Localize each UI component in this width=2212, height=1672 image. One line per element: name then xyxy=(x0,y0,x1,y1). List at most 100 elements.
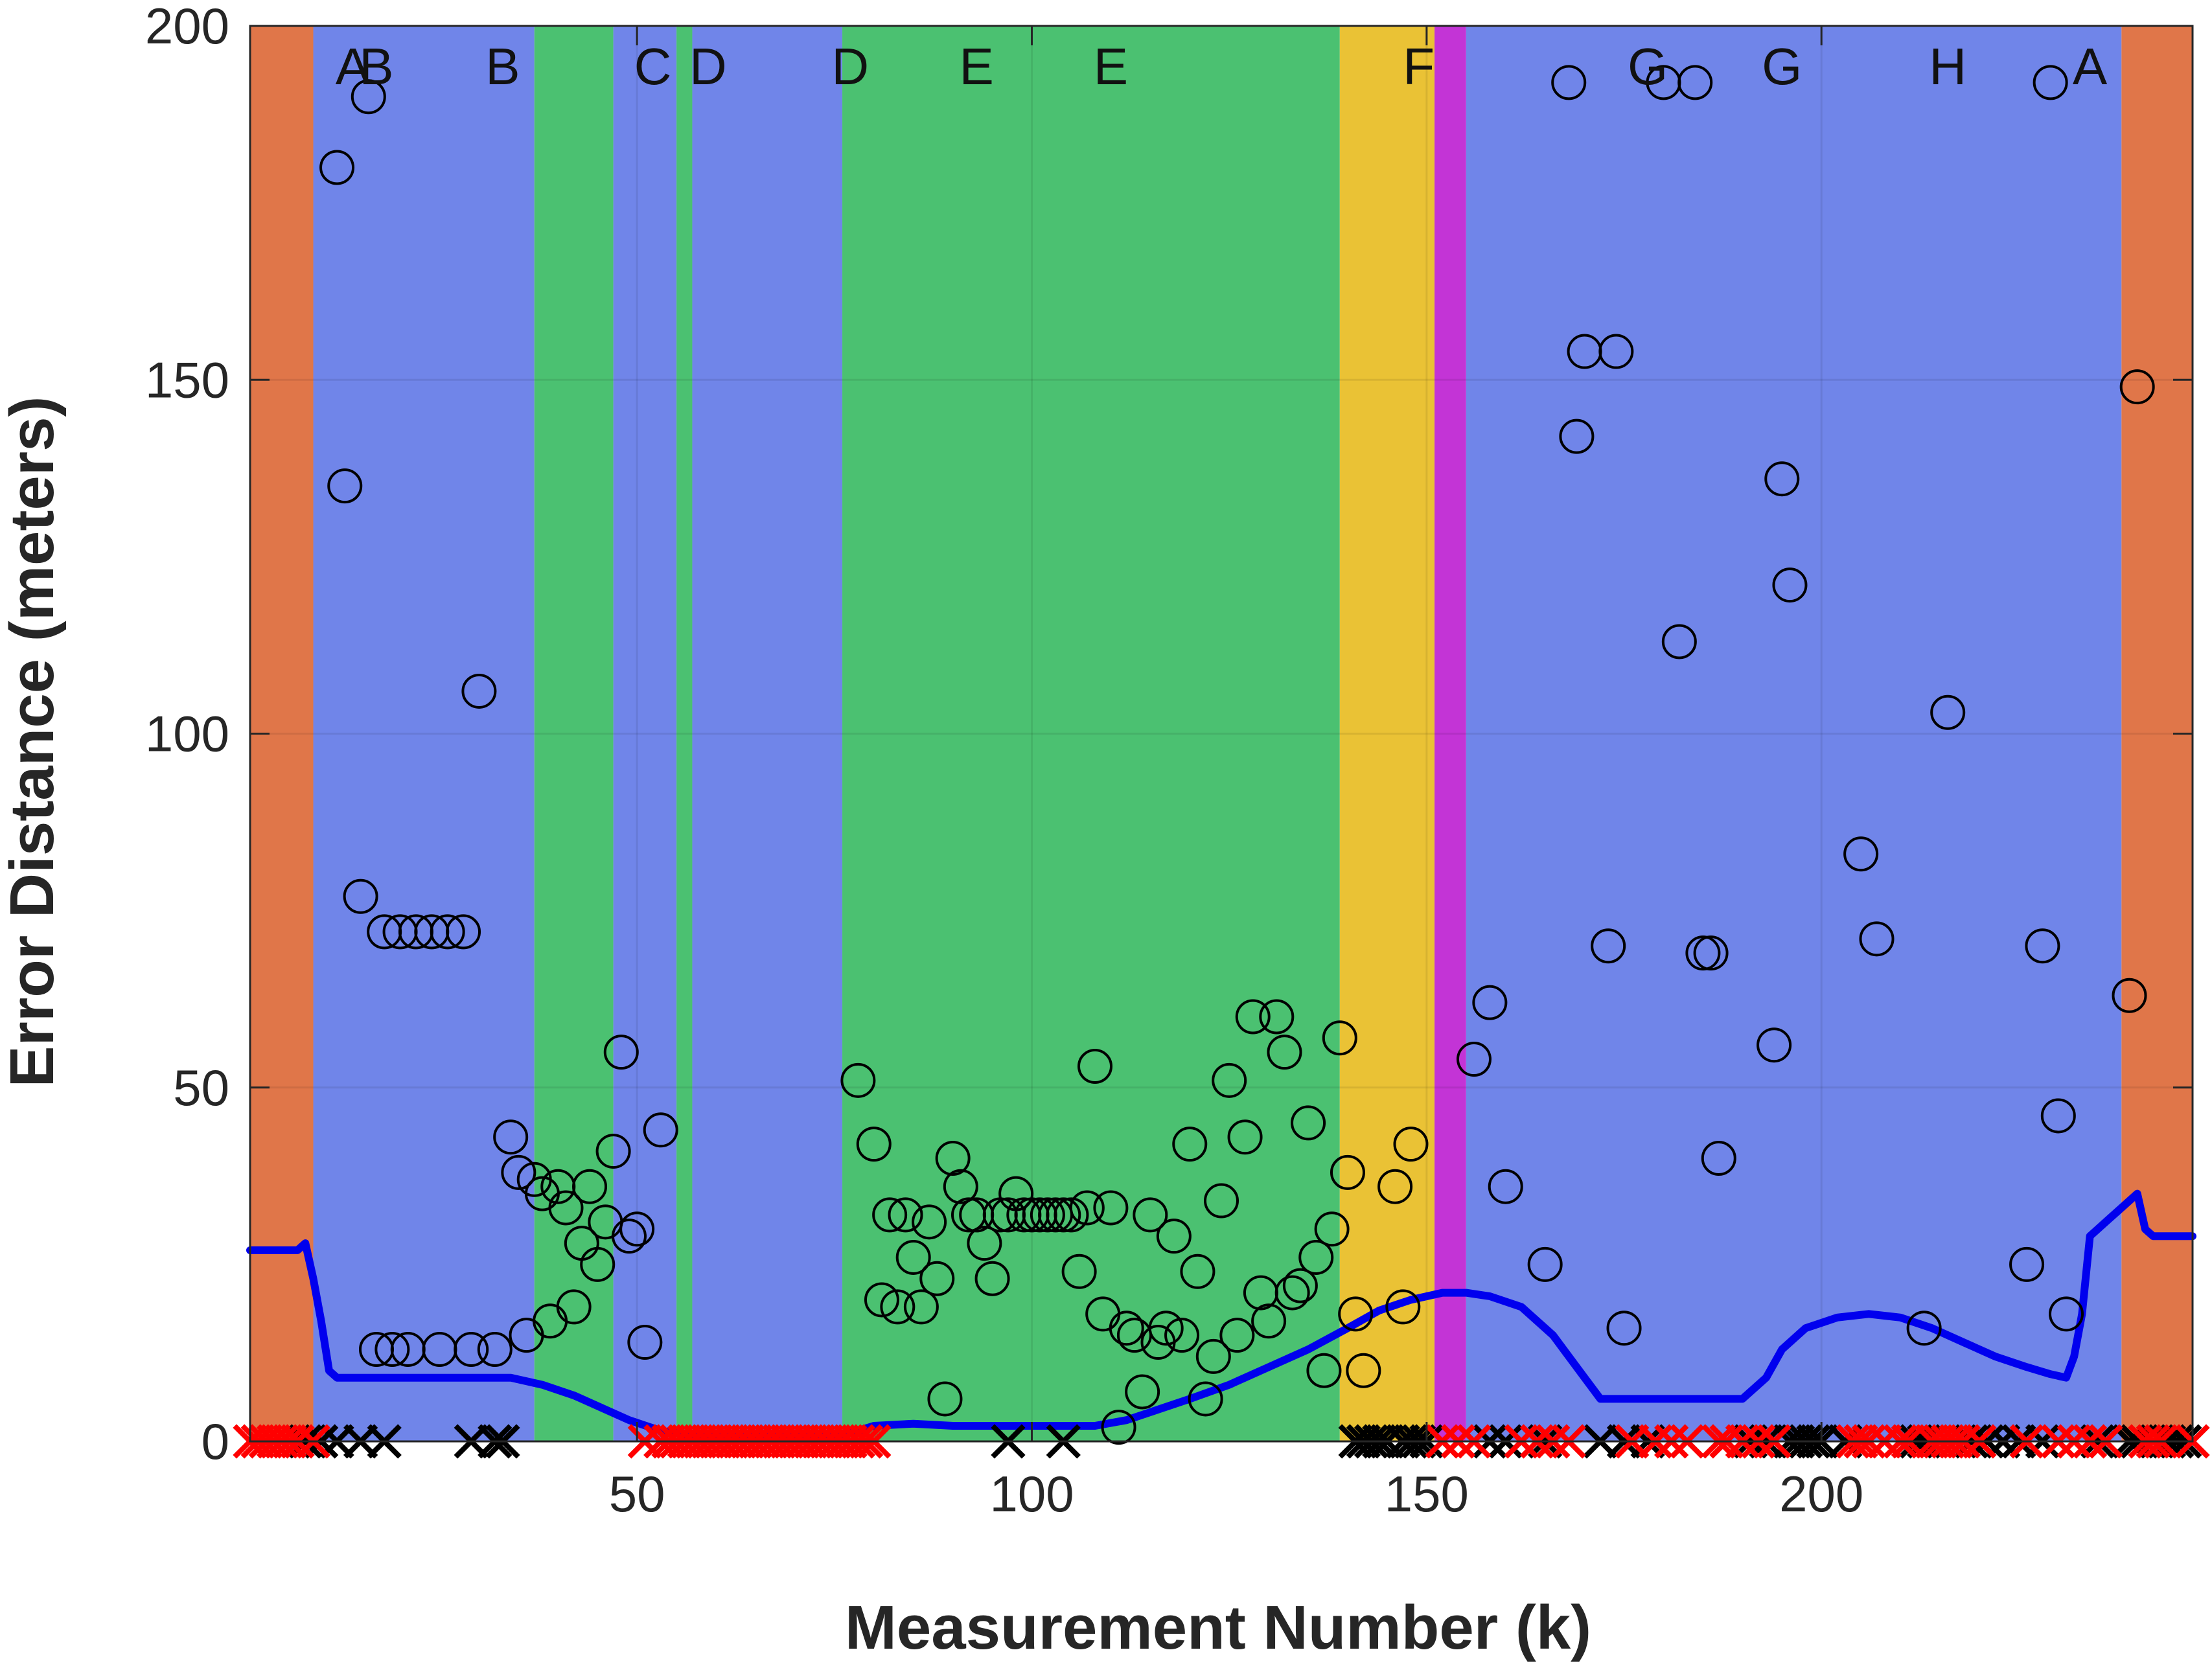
error-point-37 xyxy=(856,1127,892,1162)
error-point-107 xyxy=(1551,65,1587,100)
error-point-84 xyxy=(1227,1119,1263,1155)
error-point-80 xyxy=(1195,1338,1231,1374)
error-point-44 xyxy=(912,1204,947,1240)
error-point-91 xyxy=(1282,1268,1318,1303)
error-point-31 xyxy=(603,1035,639,1070)
error-point-33 xyxy=(619,1211,655,1247)
error-point-88 xyxy=(1259,999,1295,1035)
error-point-12 xyxy=(430,914,465,950)
error-point-114 xyxy=(1661,624,1697,659)
region-label-11: H xyxy=(1929,38,1966,95)
error-point-13 xyxy=(446,914,481,950)
error-point-39 xyxy=(872,1197,908,1233)
error-point-79 xyxy=(1188,1381,1223,1417)
error-point-112 xyxy=(1606,1311,1642,1346)
x-tick-label-3: 200 xyxy=(1779,1465,1863,1522)
error-point-35 xyxy=(643,1112,678,1148)
error-point-17 xyxy=(493,1119,529,1155)
error-point-119 xyxy=(1757,1027,1792,1063)
error-bound-line-layer xyxy=(246,1189,2196,1440)
error-point-129 xyxy=(2040,1098,2076,1134)
error-point-105 xyxy=(1488,1169,1523,1204)
error-point-110 xyxy=(1591,928,1626,964)
error-point-47 xyxy=(935,1141,971,1176)
error-point-40 xyxy=(880,1289,916,1325)
error-point-3 xyxy=(351,79,386,115)
band-8-magenta xyxy=(1434,26,1466,1441)
error-point-63 xyxy=(1061,1254,1097,1289)
band-9-B xyxy=(1466,26,2122,1441)
error-point-123 xyxy=(1859,921,1895,957)
y-tick-label-1: 50 xyxy=(173,1059,229,1116)
band-1-B xyxy=(313,26,535,1441)
error-point-51 xyxy=(967,1226,1002,1261)
error-point-52 xyxy=(974,1261,1010,1296)
region-label-7: E xyxy=(1094,38,1128,95)
error-point-130 xyxy=(2049,1296,2084,1332)
region-label-9: G xyxy=(1628,38,1668,95)
error-point-45 xyxy=(919,1261,955,1296)
region-label-2: B xyxy=(485,38,520,95)
error-point-36 xyxy=(840,1062,876,1098)
region-label-10: G xyxy=(1762,38,1802,95)
error-point-89 xyxy=(1267,1035,1302,1070)
x-axis-title: Measurement Number (k) xyxy=(845,1593,1591,1662)
error-point-77 xyxy=(1172,1127,1208,1162)
error-point-128 xyxy=(2033,65,2068,100)
x-tick-label-0: 50 xyxy=(609,1465,665,1522)
error-point-104 xyxy=(1472,985,1508,1020)
region-label-5: D xyxy=(831,38,869,95)
region-label-1: B xyxy=(359,38,393,95)
error-point-64 xyxy=(1069,1190,1105,1226)
band-5-B xyxy=(692,26,843,1441)
error-point-92 xyxy=(1291,1105,1326,1141)
error-point-69 xyxy=(1109,1311,1144,1346)
error-point-106 xyxy=(1527,1246,1563,1282)
error-point-116 xyxy=(1685,935,1721,971)
error-point-125 xyxy=(1930,694,1966,730)
error-point-68 xyxy=(1101,1410,1136,1445)
region-label-3: C xyxy=(634,38,672,95)
band-3-B xyxy=(613,26,677,1441)
region-label-0: A xyxy=(336,38,371,95)
error-point-120 xyxy=(1764,461,1800,497)
x-tick-label-1: 100 xyxy=(989,1465,1074,1522)
band-7-F xyxy=(1339,26,1435,1441)
error-point-48 xyxy=(943,1169,978,1204)
axes xyxy=(249,25,2194,1443)
error-point-34 xyxy=(627,1325,663,1360)
error-point-67 xyxy=(1093,1190,1129,1226)
error-point-103 xyxy=(1456,1042,1492,1077)
error-point-102 xyxy=(1393,1127,1429,1162)
region-labels: AB B C D D E E F G G H A xyxy=(336,38,2108,95)
error-point-28 xyxy=(580,1246,616,1282)
error-point-14 xyxy=(454,1331,489,1367)
error-point-65 xyxy=(1077,1048,1113,1084)
error-point-78 xyxy=(1180,1254,1215,1289)
error-point-94 xyxy=(1306,1353,1342,1388)
error-point-27 xyxy=(572,1169,608,1204)
error-point-126 xyxy=(2009,1246,2045,1282)
error-point-93 xyxy=(1298,1239,1334,1275)
y-tick-label-4: 200 xyxy=(145,0,229,54)
error-point-96 xyxy=(1322,1020,1357,1056)
region-label-12: A xyxy=(2073,38,2108,95)
error-point-46 xyxy=(927,1381,963,1417)
error-point-61 xyxy=(1046,1197,1081,1233)
error-point-121 xyxy=(1772,567,1808,603)
error-point-30 xyxy=(595,1134,631,1169)
error-point-98 xyxy=(1338,1296,1374,1332)
error-point-81 xyxy=(1204,1183,1239,1219)
error-point-127 xyxy=(2025,928,2060,964)
error-point-132 xyxy=(2119,369,2155,405)
error-point-59 xyxy=(1030,1197,1065,1233)
error-bound-line xyxy=(246,1189,2196,1440)
error-point-0 xyxy=(319,150,355,185)
error-point-83 xyxy=(1219,1318,1255,1353)
band-4-E xyxy=(676,26,693,1441)
error-point-16 xyxy=(477,1331,513,1367)
error-point-99 xyxy=(1346,1353,1381,1388)
error-point-117 xyxy=(1693,935,1729,971)
tick-labels: 50 100 150 200 0 50 100 150 200 xyxy=(145,0,1863,1522)
